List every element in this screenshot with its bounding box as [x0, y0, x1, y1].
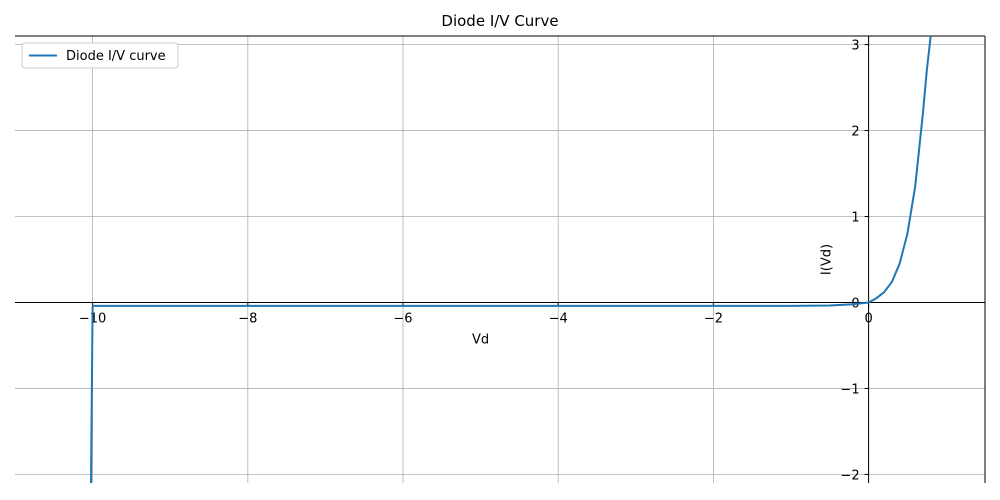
x-tick-label: −2: [704, 311, 723, 326]
legend: Diode I/V curve: [21, 42, 179, 69]
legend-frame: [21, 42, 179, 69]
y-axis-title: I(Vd): [820, 244, 835, 275]
y-tick-label: −2: [840, 468, 859, 483]
y-tick-label: 3: [851, 39, 859, 54]
y-tick-label: 1: [851, 211, 859, 226]
axes: [15, 35, 986, 483]
series-line-diode: [90, 35, 932, 484]
y-tick-label: 2: [851, 125, 859, 140]
legend-label-diode: Diode I/V curve: [66, 49, 166, 64]
y-tick-label: −1: [840, 382, 859, 397]
series-layer: [90, 35, 932, 484]
x-tick-label: 0: [864, 311, 872, 326]
x-tick-label: −6: [393, 311, 412, 326]
x-axis-title: Vd: [472, 332, 489, 347]
grid: [15, 36, 985, 483]
x-tick-label: −4: [549, 311, 568, 326]
chart-title: Diode I/V Curve: [441, 12, 558, 30]
x-tick-label: −8: [238, 311, 257, 326]
